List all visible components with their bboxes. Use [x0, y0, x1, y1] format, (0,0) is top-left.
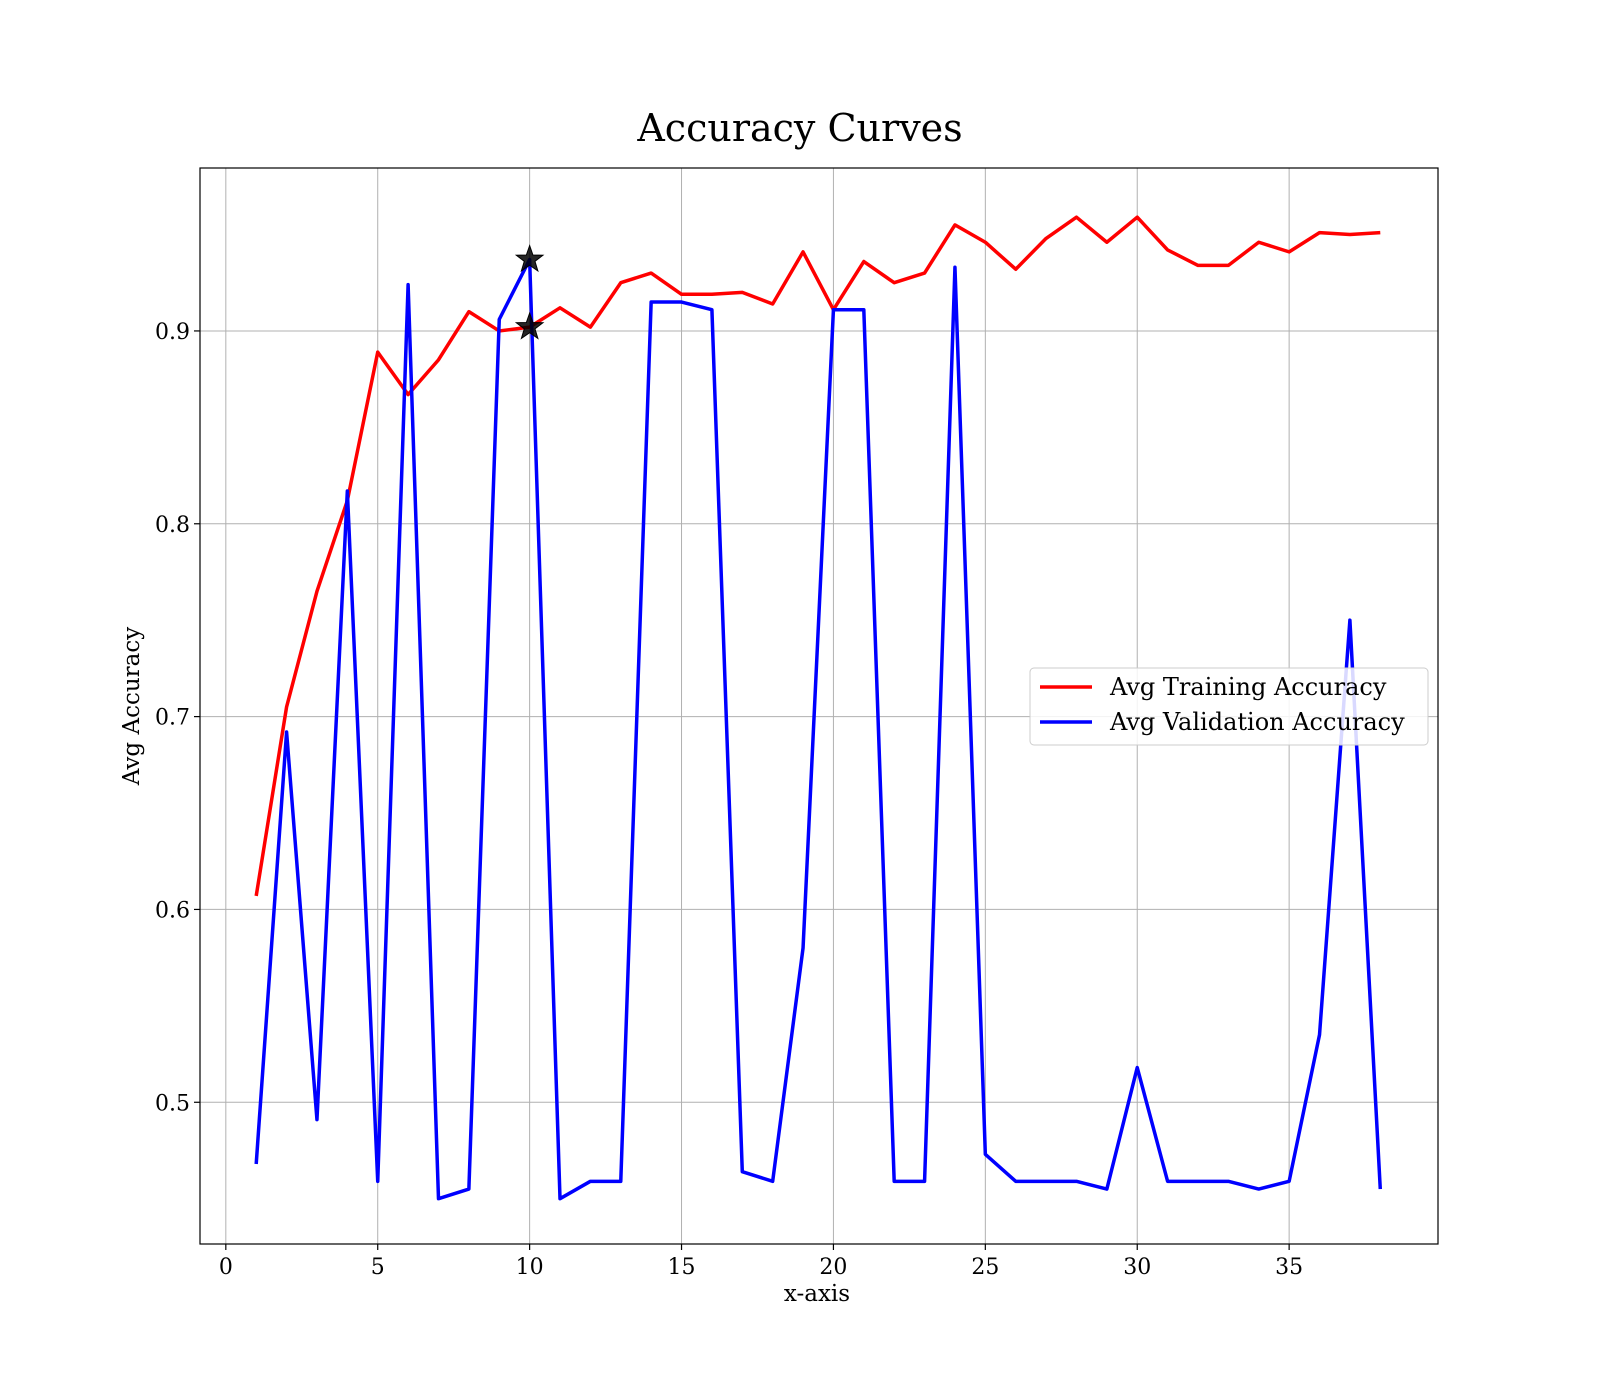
- plot-frame: [199, 167, 1439, 1245]
- y-axis-ticks: 0.5 0.6 0.7 0.8 0.9: [155, 320, 200, 1116]
- star-marker: [514, 244, 545, 273]
- y-tick-label: 0.5: [155, 1091, 190, 1116]
- x-tick-label: 35: [1275, 1255, 1303, 1280]
- y-tick-label: 0.6: [155, 898, 190, 923]
- legend-box: [1029, 667, 1429, 746]
- x-tick-label: 10: [516, 1255, 544, 1280]
- x-axis-label: x-axis: [784, 1281, 850, 1307]
- validation-accuracy-line: [254, 257, 1383, 1201]
- y-tick-label: 0.7: [155, 706, 190, 731]
- y-tick-label: 0.8: [155, 513, 190, 538]
- star-marker: [514, 311, 545, 340]
- x-tick-label: 0: [219, 1255, 233, 1280]
- x-tick-label: 15: [668, 1255, 696, 1280]
- x-tick-label: 30: [1123, 1255, 1151, 1280]
- legend-label-validation: Avg Validation Accuracy: [1109, 708, 1405, 736]
- plot-series: [254, 215, 1383, 1201]
- best-point-markers: [514, 244, 545, 340]
- legend: Avg Training Accuracy Avg Validation Acc…: [1029, 667, 1429, 746]
- chart-title: Accuracy Curves: [636, 106, 962, 150]
- training-accuracy-line: [254, 215, 1381, 897]
- legend-label-training: Avg Training Accuracy: [1109, 673, 1387, 701]
- y-tick-label: 0.9: [155, 320, 190, 345]
- x-tick-label: 20: [819, 1255, 847, 1280]
- x-tick-label: 25: [971, 1255, 999, 1280]
- x-tick-label: 5: [371, 1255, 385, 1280]
- x-axis-ticks: 0 5 10 15 20 25 30 35: [219, 1244, 1303, 1280]
- y-axis-label: Avg Accuracy: [119, 627, 145, 786]
